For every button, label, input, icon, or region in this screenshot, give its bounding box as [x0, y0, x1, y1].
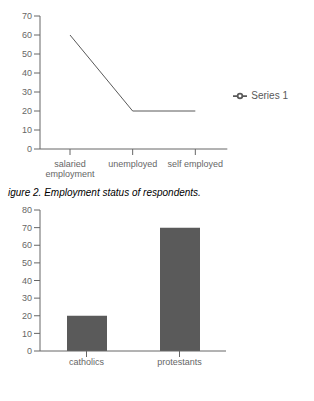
svg-text:70: 70	[22, 223, 32, 233]
svg-text:unemployed: unemployed	[108, 159, 157, 169]
html-text:igure 2. Employment status of: igure 2. Employment status of respondent…	[8, 187, 201, 198]
svg-text:50: 50	[22, 49, 32, 59]
svg-text:50: 50	[22, 258, 32, 268]
svg-text:70: 70	[22, 11, 32, 21]
svg-text:40: 40	[22, 276, 32, 286]
svg-text:catholics: catholics	[69, 357, 105, 367]
svg-text:salariedemployment: salariedemployment	[45, 159, 95, 179]
svg-text:60: 60	[22, 30, 32, 40]
html-text:Series 1: Series 1	[251, 89, 288, 101]
svg-text:20: 20	[22, 311, 32, 321]
svg-text:10: 10	[22, 329, 32, 339]
svg-text:self employed: self employed	[168, 159, 224, 169]
svg-text:30: 30	[22, 87, 32, 97]
svg-text:10: 10	[22, 125, 32, 135]
svg-text:20: 20	[22, 106, 32, 116]
svg-text:30: 30	[22, 293, 32, 303]
svg-text:protestants: protestants	[157, 357, 202, 367]
svg-text:80: 80	[22, 205, 32, 215]
svg-text:0: 0	[27, 144, 32, 154]
svg-text:40: 40	[22, 68, 32, 78]
svg-text:60: 60	[22, 240, 32, 250]
svg-text:0: 0	[27, 346, 32, 356]
